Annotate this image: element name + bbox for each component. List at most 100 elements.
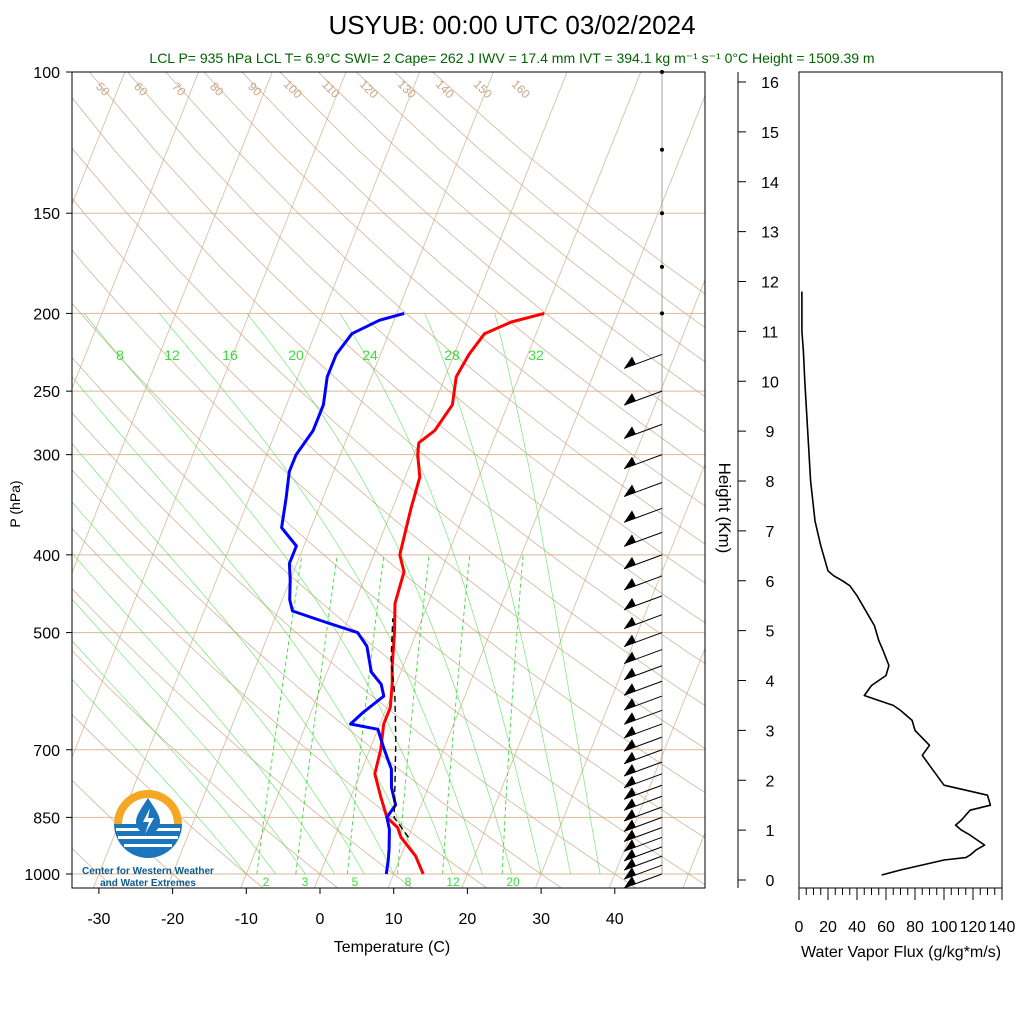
wind-barb-flag [624,556,636,569]
mixing-ratio-label: 32 [528,347,544,363]
dry-adiabat-line [127,72,705,584]
wind-barb-flag [624,808,636,821]
flux-profile [801,291,992,876]
x-tick-label: -30 [87,911,110,928]
dry-adiabat-line [72,356,705,886]
dry-adiabat-label: 120 [357,77,381,101]
mixing-ratio-label: 20 [506,875,520,889]
wind-barb-flag [624,829,636,842]
x-tick-label: 30 [532,911,550,928]
wind-barb-flag [624,751,636,764]
dry-adiabat-line [72,412,637,888]
wind-barb-flag [624,763,636,776]
calm-wind-marker [660,147,664,152]
flux-x-axis-label: Water Vapor Flux (g/kg*m/s) [801,944,1001,961]
y-tick-label: 500 [33,626,60,643]
y-tick-label: 100 [33,65,60,82]
flux-x-tick-label: 80 [906,919,924,936]
isotherm-line [387,94,705,888]
wind-barb-flag [624,616,636,629]
dry-adiabat-line [165,72,705,545]
isotherm-line [0,54,58,891]
flux-x-tick-label: 0 [795,919,804,936]
mixing-ratio-label: 28 [444,347,460,363]
isotherm-line [535,463,705,888]
calm-wind-marker [660,311,664,316]
y-tick-label: 200 [33,306,60,323]
calm-wind-marker [660,211,664,216]
moist-adiabat-line [72,678,247,875]
moist-adiabat-line [72,376,424,875]
flux-x-tick-label: 120 [960,919,987,936]
mixing-ratio-label: 20 [288,347,304,363]
logo-line-1: Center for Western Weather [82,866,214,877]
x-axis-label: Temperature (C) [334,939,450,956]
isotherm-line [755,54,1024,891]
y-tick-label: 300 [33,448,60,465]
wind-barb-flag [624,739,636,752]
dry-adiabat-line [72,302,705,839]
dry-adiabat-line [72,469,563,888]
y-tick-label: 250 [33,384,60,401]
wind-barb-flag [624,725,636,738]
isotherm-line [72,72,273,574]
height-tick-label: 6 [766,574,775,591]
x-tick-label: 40 [606,911,624,928]
chart-title: USYUB: 00:00 UTC 03/02/2024 [328,10,695,40]
x-tick-label: 20 [459,911,477,928]
mixing-ratio-line [346,554,385,875]
dry-adiabat-label: 80 [207,79,227,99]
height-tick-label: 13 [761,225,779,242]
moist-adiabat-line [159,313,483,875]
flux-frame [798,71,1003,889]
parcel-profile [390,618,409,838]
dry-adiabat-label: 130 [395,77,419,101]
wind-barb-flag [624,634,636,647]
dry-adiabat-label: 160 [509,77,533,101]
wind-barb-flag [624,839,636,852]
wind-barb-flag [624,510,636,523]
wind-barb-flag [624,867,636,880]
y-tick-label: 700 [33,743,60,760]
calm-wind-marker [660,264,664,269]
flux-x-tick-label: 100 [931,919,958,936]
calm-wind-marker [660,70,664,74]
height-tick-label: 8 [766,474,775,491]
wind-barbs [623,70,664,889]
skewt-background-lines [0,54,1024,891]
height-tick-label: 5 [766,624,775,641]
dewpoint-profile [280,311,405,875]
wind-barb-flag [624,597,636,610]
wind-barb-flag [624,484,636,497]
height-tick-label: 9 [766,424,775,441]
moist-adiabat-line [494,313,601,875]
isotherm-line [313,72,642,888]
x-tick-label: 0 [316,911,325,928]
wind-barb-flag [624,819,636,832]
isotherm-line [166,72,494,888]
dry-adiabat-line [394,72,705,329]
dry-adiabat-label: 140 [433,77,457,101]
temperature-profile [373,311,545,875]
y-tick-label: 1000 [24,867,60,884]
height-tick-label: 16 [761,75,779,92]
wind-barb-flag [624,356,636,369]
dry-adiabat-line [72,588,413,888]
y-tick-label: 400 [33,548,60,565]
mixing-ratio-line [442,554,471,875]
y-axis-label: P (hPa) [7,480,23,527]
dry-adiabat-line [72,147,705,707]
wind-barb-flag [624,651,636,664]
mixing-ratio-label: 3 [302,875,309,889]
moist-adiabat-line [83,313,454,875]
dry-adiabat-line [72,649,339,888]
height-tick-label: 4 [766,674,775,691]
skewt-frame [71,71,706,889]
dry-adiabat-line [317,72,705,398]
mixing-ratio-label: 12 [164,347,180,363]
isotherm-line [72,72,126,206]
height-tick-label: 15 [761,125,779,142]
isotherm-line [72,72,347,759]
x-tick-label: 10 [385,911,403,928]
